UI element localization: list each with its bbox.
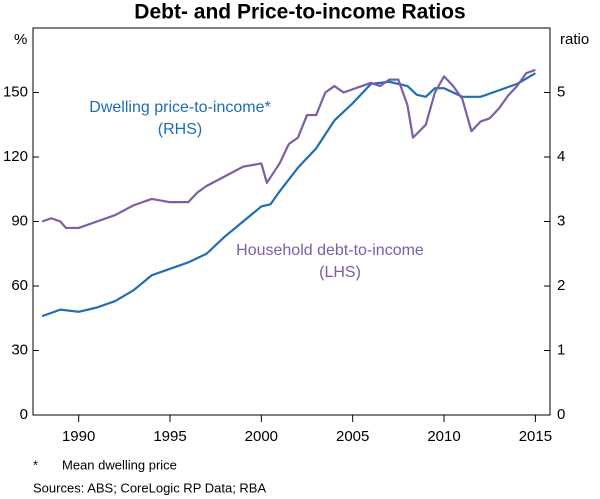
y-tick-label: 120 <box>3 148 28 165</box>
annotation: Dwelling price-to-income* <box>89 99 270 116</box>
footnote-marker: * <box>33 457 38 472</box>
annotation: (RHS) <box>158 121 202 138</box>
annotation: (LHS) <box>319 264 361 281</box>
y2-tick-label: 0 <box>557 406 565 423</box>
x-tick-label: 1995 <box>153 428 186 445</box>
series-line <box>41 68 536 230</box>
plot-frame <box>32 27 551 416</box>
y-tick-label: 90 <box>11 212 28 229</box>
y2-tick-label: 3 <box>557 212 565 229</box>
x-tick-label: 2015 <box>519 428 552 445</box>
y2-tick-label: 1 <box>557 341 565 358</box>
footnote: Mean dwelling price <box>62 457 177 472</box>
y2-axis-unit: ratio <box>560 31 589 48</box>
y2-tick-label: 4 <box>557 148 565 165</box>
series-line <box>41 72 536 318</box>
y-tick-label: 30 <box>11 341 28 358</box>
y2-tick-label: 5 <box>557 83 565 100</box>
sources: Sources: ABS; CoreLogic RP Data; RBA <box>33 480 266 495</box>
y-axis-unit: % <box>14 31 27 48</box>
x-tick-label: 1990 <box>62 428 95 445</box>
y2-tick-label: 2 <box>557 277 565 294</box>
annotation: Household debt-to-income <box>236 242 424 259</box>
x-tick-label: 2000 <box>245 428 278 445</box>
chart-title: Debt- and Price-to-income Ratios <box>134 1 465 24</box>
y-tick-label: 60 <box>11 277 28 294</box>
x-tick-label: 2005 <box>336 428 369 445</box>
x-tick-label: 2010 <box>427 428 460 445</box>
y-tick-label: 0 <box>20 406 28 423</box>
y-tick-label: 150 <box>3 83 28 100</box>
